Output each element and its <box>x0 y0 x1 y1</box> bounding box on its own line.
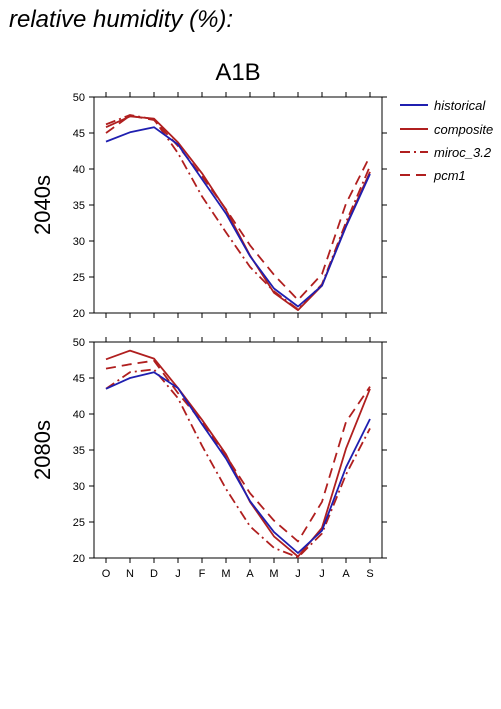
y-tick-label: 35 <box>73 200 85 212</box>
y-tick-label: 20 <box>73 308 85 320</box>
series-line-pcm1 <box>105 359 371 543</box>
x-tick-label: J <box>319 568 325 580</box>
y-tick-label: 45 <box>73 373 85 385</box>
series-line-composite <box>105 349 371 558</box>
x-tick-label: J <box>175 568 181 580</box>
legend-item-composite: composite <box>400 122 493 137</box>
legend-item-historical: historical <box>400 98 486 113</box>
row-label-2040s: 2040s <box>30 175 55 235</box>
series-line-pcm1 <box>105 114 371 301</box>
x-tick-label: S <box>366 568 373 580</box>
panel-2080s: 20 25 30 35 40 45 50 O N D J F M A M J J A S 2080s <box>30 337 387 580</box>
y-tick-label: 25 <box>73 272 85 284</box>
y-tick-label: 30 <box>73 481 85 493</box>
x-tick-label: N <box>126 568 134 580</box>
y-tick-label: 30 <box>73 236 85 248</box>
x-tick-label: M <box>221 568 230 580</box>
legend-item-miroc: miroc_3.2 <box>400 145 492 160</box>
y-tick-label: 40 <box>73 409 85 421</box>
legend-label-historical: historical <box>434 98 486 113</box>
page-title: relative humidity (%): <box>9 6 234 33</box>
row-label-2080s: 2080s <box>30 420 55 480</box>
plot-frame <box>93 341 383 559</box>
series-line-miroc-3-2 <box>105 114 371 311</box>
x-tick-label: A <box>246 568 254 580</box>
series-line-historical <box>105 371 371 554</box>
y-tick-label: 50 <box>73 337 85 349</box>
y-tick-label: 20 <box>73 553 85 565</box>
y-tick-label: 45 <box>73 128 85 140</box>
x-tick-label: A <box>342 568 350 580</box>
y-tick-label: 40 <box>73 164 85 176</box>
legend-label-miroc: miroc_3.2 <box>434 145 492 160</box>
x-tick-label: O <box>102 568 111 580</box>
legend-label-composite: composite <box>434 122 493 137</box>
legend: historical composite miroc_3.2 pcm1 <box>400 98 493 183</box>
y-tick-label: 25 <box>73 517 85 529</box>
series-line-miroc-3-2 <box>105 368 371 559</box>
x-tick-label: J <box>295 568 301 580</box>
x-tick-label: D <box>150 568 158 580</box>
panel-2040s: 20 25 30 35 40 45 50 2040s <box>30 92 387 320</box>
panels: 20 25 30 35 40 45 50 2040s 20 25 30 35 40 45 50 O N D J F M A… <box>30 92 387 580</box>
y-tick-label: 50 <box>73 92 85 104</box>
plot-frame <box>93 96 383 314</box>
series-line-composite <box>105 115 371 312</box>
series-line-historical <box>105 126 371 308</box>
x-tick-label: F <box>199 568 206 580</box>
x-tick-label: M <box>269 568 278 580</box>
scenario-title: A1B <box>215 59 260 86</box>
legend-item-pcm1: pcm1 <box>400 168 466 183</box>
y-tick-label: 35 <box>73 445 85 457</box>
legend-label-pcm1: pcm1 <box>433 168 466 183</box>
